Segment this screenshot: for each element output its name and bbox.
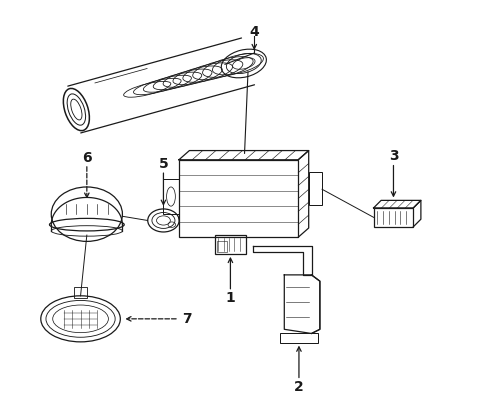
Bar <box>74 287 87 298</box>
Text: 6: 6 <box>82 151 92 165</box>
Bar <box>309 172 322 205</box>
Bar <box>215 235 246 254</box>
Bar <box>163 179 179 214</box>
Text: 1: 1 <box>226 291 235 305</box>
Text: 4: 4 <box>249 25 259 39</box>
Text: 5: 5 <box>159 157 168 171</box>
Text: 2: 2 <box>294 380 304 394</box>
Text: 7: 7 <box>182 312 191 326</box>
Bar <box>373 208 413 227</box>
Bar <box>179 160 298 237</box>
Bar <box>217 241 227 252</box>
Bar <box>280 333 318 343</box>
Text: 3: 3 <box>389 150 398 163</box>
